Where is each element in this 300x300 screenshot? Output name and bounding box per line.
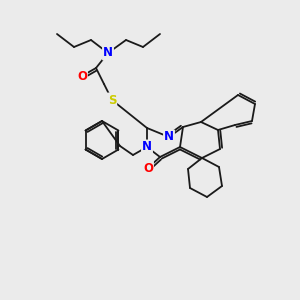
Text: O: O — [143, 161, 153, 175]
Text: N: N — [142, 140, 152, 154]
Text: N: N — [164, 130, 174, 143]
Text: O: O — [77, 70, 87, 83]
Text: N: N — [103, 46, 113, 59]
Text: S: S — [108, 94, 116, 106]
